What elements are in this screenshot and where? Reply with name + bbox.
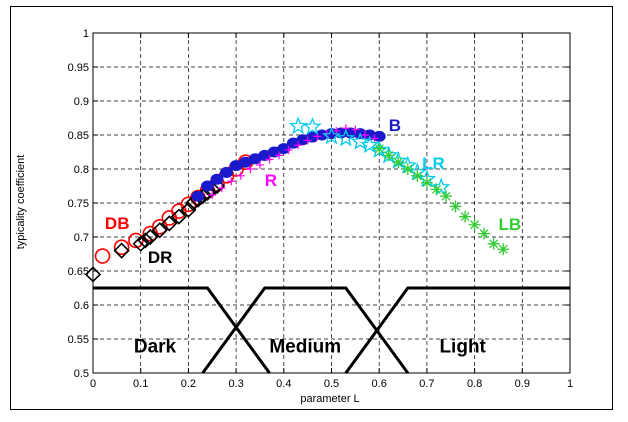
region-label-dark: Dark	[134, 337, 177, 358]
point-lb	[392, 156, 405, 169]
series-label-b: B	[389, 116, 401, 135]
point-lr	[431, 177, 451, 196]
membership-functions	[93, 286, 570, 374]
point-lb	[430, 183, 443, 196]
x-tick-label: 1	[567, 378, 573, 390]
x-tick-label: 0.3	[228, 378, 243, 390]
x-axis-label: parameter L	[300, 393, 359, 405]
x-tick-label: 0.5	[324, 378, 339, 390]
point-r	[217, 184, 226, 193]
point-db	[94, 248, 111, 264]
x-tick-label: 0.8	[467, 378, 482, 390]
series-label-dr: DR	[148, 248, 173, 267]
region-label-light: Light	[439, 337, 486, 358]
y-tick-label: 0.65	[68, 266, 89, 278]
x-tick-label: 0.1	[133, 378, 148, 390]
point-b	[191, 190, 205, 202]
point-lr	[288, 116, 308, 135]
point-r	[246, 165, 255, 173]
point-lb	[478, 227, 491, 240]
point-dr	[170, 208, 187, 225]
x-tick-label: 0.9	[515, 378, 530, 390]
point-db	[128, 232, 144, 249]
point-r	[208, 190, 217, 199]
point-lb	[468, 218, 481, 231]
point-lr	[303, 117, 322, 135]
point-r	[294, 141, 303, 150]
point-dr	[142, 228, 159, 246]
series-label-db: DB	[105, 214, 130, 233]
y-tick-label: 0.95	[68, 62, 89, 74]
point-r	[360, 131, 369, 139]
data-points	[84, 116, 510, 283]
series-label-lb: LB	[498, 215, 521, 234]
point-r	[236, 171, 245, 180]
y-tick-label: 0.6	[74, 300, 89, 312]
point-r	[303, 136, 312, 145]
point-r	[265, 155, 274, 164]
y-tick-label: 0.75	[68, 198, 89, 210]
y-tick-label: 0.55	[68, 334, 89, 346]
x-tick-label: 0.2	[181, 378, 196, 390]
point-b	[210, 173, 224, 185]
point-dr	[199, 184, 216, 201]
point-lb	[439, 190, 452, 203]
point-r	[351, 125, 360, 134]
series-lb	[373, 142, 510, 256]
x-tick-label: 0.4	[276, 378, 291, 390]
point-lb	[449, 200, 462, 213]
point-lb	[411, 169, 424, 182]
point-r	[275, 151, 284, 160]
y-tick-label: 0.8	[74, 164, 89, 176]
figure-frame	[10, 6, 613, 410]
point-dr	[151, 222, 168, 239]
point-dr	[161, 215, 178, 232]
x-tick-label: 0.6	[372, 378, 387, 390]
series-label-lr: LR	[422, 154, 445, 173]
point-r	[227, 177, 236, 186]
point-lb	[487, 237, 500, 250]
point-lr	[360, 135, 380, 154]
point-dr	[137, 232, 154, 249]
labels: Dark Medium Light DB DR B R LR LB	[105, 116, 521, 358]
point-r	[255, 160, 264, 169]
y-tick-label: 0.9	[74, 96, 89, 108]
point-lb	[459, 210, 472, 223]
point-lb	[420, 176, 433, 189]
point-b	[277, 143, 291, 155]
point-r	[284, 145, 293, 154]
point-lr	[350, 131, 370, 150]
point-lb	[373, 142, 386, 155]
x-tick-label: 0	[90, 378, 96, 390]
point-db	[113, 239, 130, 255]
point-lr	[322, 126, 341, 145]
grid	[93, 33, 570, 373]
region-label-medium: Medium	[269, 337, 341, 358]
series-label-r: R	[265, 171, 277, 190]
point-dr	[132, 235, 149, 252]
point-lb	[401, 163, 414, 175]
y-axis-label: typicality coefficient	[15, 155, 27, 250]
axes: 0 0.1 0.2 0.3 0.4 0.5 0.6 0.7 0.8 0.9 1 0.5 0.55 0.6 0…	[68, 28, 573, 390]
point-b	[220, 166, 234, 178]
membership-curve-light	[344, 286, 570, 374]
y-tick-label: 0.7	[74, 232, 89, 244]
series-dr	[84, 177, 226, 283]
point-dr	[113, 242, 130, 259]
membership-curve-dark	[93, 286, 271, 374]
point-lb	[497, 243, 510, 256]
point-dr	[180, 201, 197, 218]
point-r	[370, 134, 379, 143]
y-tick-label: 0.85	[68, 130, 89, 142]
x-tick-label: 0.7	[419, 378, 434, 390]
point-lb	[382, 149, 395, 162]
y-tick-label: 1	[83, 28, 89, 40]
point-b	[200, 180, 214, 192]
y-tick-label: 0.5	[74, 368, 89, 380]
point-lr	[336, 128, 356, 147]
